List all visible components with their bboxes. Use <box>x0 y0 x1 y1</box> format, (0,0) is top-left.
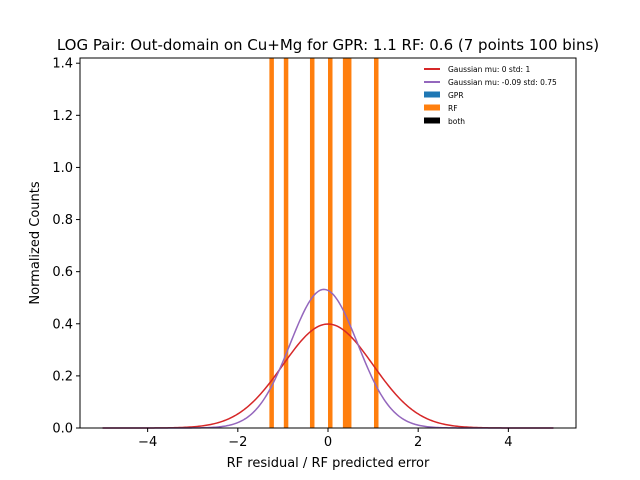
x-tick-label: 0 <box>324 435 332 450</box>
rf-bar-6 <box>373 58 379 428</box>
y-tick-label: 1.2 <box>52 109 73 124</box>
y-axis-label: Normalized Counts <box>28 181 43 304</box>
y-tick-label: 0.6 <box>52 265 73 280</box>
legend-label-2: GPR <box>448 91 464 100</box>
rf-bar-1 <box>283 58 289 428</box>
rf-bar-3 <box>328 58 333 428</box>
x-axis-ticks: −4 −2 0 2 4 <box>138 428 513 450</box>
y-axis-ticks: 0.0 0.2 0.4 0.6 0.8 1.0 1.2 1.4 <box>52 57 80 437</box>
x-tick-label: −2 <box>228 435 247 450</box>
legend-label-4: both <box>448 117 465 126</box>
x-tick-label: 4 <box>504 435 512 450</box>
rf-bar-4 <box>342 58 348 428</box>
legend-swatch-2 <box>424 91 440 98</box>
rf-bar-2 <box>309 58 315 428</box>
x-tick-label: −4 <box>138 435 157 450</box>
y-tick-label: 1.4 <box>52 57 73 72</box>
chart-title: LOG Pair: Out-domain on Cu+Mg for GPR: 1… <box>57 36 599 54</box>
y-tick-label: 1.0 <box>52 161 73 176</box>
legend-swatch-4 <box>424 117 440 124</box>
legend-label-0: Gaussian mu: 0 std: 1 <box>448 65 530 74</box>
y-tick-label: 0.2 <box>52 369 73 384</box>
y-tick-label: 0.0 <box>52 422 73 437</box>
legend-label-1: Gaussian mu: -0.09 std: 0.75 <box>448 78 557 87</box>
legend-label-3: RF <box>448 104 458 113</box>
legend: Gaussian mu: 0 std: 1 Gaussian mu: -0.09 … <box>424 65 557 126</box>
y-tick-label: 0.4 <box>52 317 73 332</box>
rf-bars <box>269 58 379 428</box>
legend-swatch-3 <box>424 104 440 111</box>
y-tick-label: 0.8 <box>52 213 73 228</box>
plot-area <box>102 58 554 429</box>
x-tick-label: 2 <box>414 435 422 450</box>
rf-bar-0 <box>269 58 274 428</box>
rf-bar-5 <box>346 58 352 428</box>
x-axis-label: RF residual / RF predicted error <box>227 456 430 471</box>
